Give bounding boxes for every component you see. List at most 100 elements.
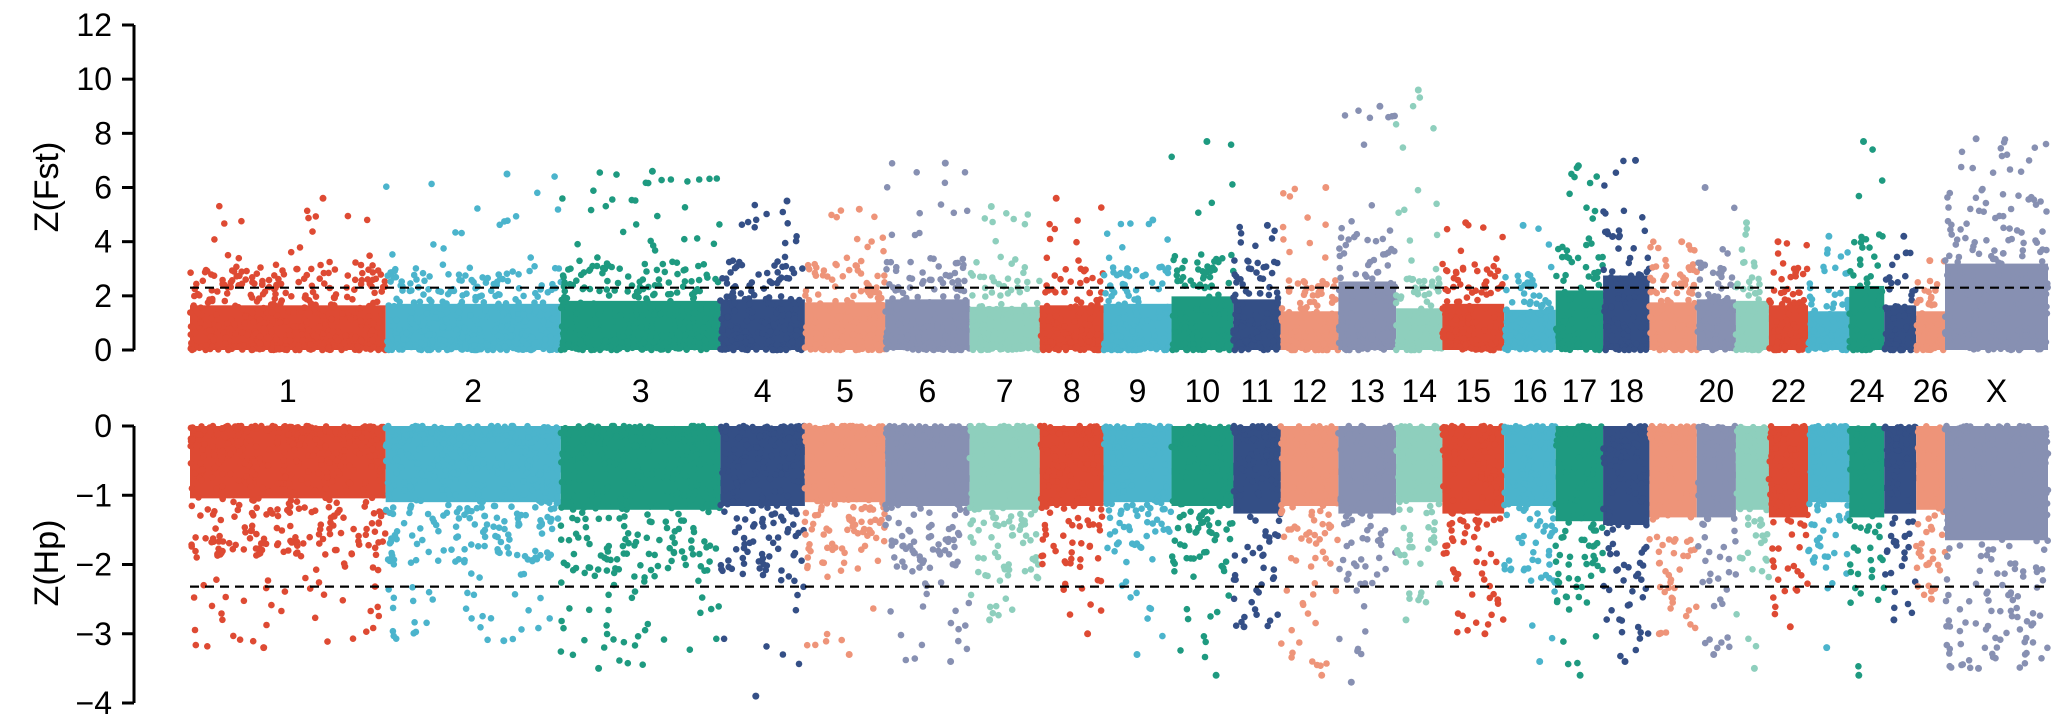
hp-point xyxy=(213,576,220,583)
fst-point xyxy=(1225,305,1233,313)
fst-point xyxy=(557,346,565,354)
hp-point xyxy=(553,424,560,431)
fst-point xyxy=(573,310,580,317)
fst-point xyxy=(2007,300,2014,307)
fst-point xyxy=(356,304,364,312)
fst-point xyxy=(1187,305,1195,313)
fst-point xyxy=(931,310,938,318)
hp-point xyxy=(355,538,362,545)
fst-point xyxy=(349,307,356,314)
fst-point xyxy=(458,229,465,237)
fst-point xyxy=(1682,326,1690,334)
fst-point xyxy=(1117,269,1125,277)
fst-point xyxy=(665,279,673,286)
hp-point xyxy=(263,621,270,629)
fst-point xyxy=(1754,341,1762,348)
fst-point xyxy=(277,280,285,288)
fst-point xyxy=(351,276,359,284)
hp-point xyxy=(236,636,244,643)
hp-point xyxy=(195,494,202,501)
fst-point xyxy=(270,300,277,308)
hp-point xyxy=(393,528,401,535)
fst-point xyxy=(813,335,820,342)
fst-point xyxy=(1336,252,1344,260)
fst-point xyxy=(333,318,341,325)
fst-point xyxy=(532,339,540,346)
fst-point xyxy=(1165,327,1173,334)
fst-point xyxy=(1640,315,1647,323)
hp-point xyxy=(520,478,527,485)
fst-point xyxy=(714,305,721,313)
fst-point xyxy=(387,278,394,285)
fst-point xyxy=(977,337,985,345)
fst-point xyxy=(564,341,572,348)
fst-point xyxy=(1399,144,1407,151)
fst-point xyxy=(1637,272,1645,279)
fst-point xyxy=(1807,320,1814,328)
fst-point xyxy=(1355,107,1362,114)
fst-point xyxy=(2000,342,2007,350)
fst-point xyxy=(1388,245,1395,253)
fst-point xyxy=(781,253,789,261)
fst-point xyxy=(1188,319,1195,327)
fst-point xyxy=(1663,262,1670,270)
fst-point xyxy=(1182,323,1189,331)
hp-point xyxy=(219,447,226,455)
hp-point xyxy=(197,512,204,519)
hp-point xyxy=(457,447,464,455)
hp-point xyxy=(209,443,216,450)
fst-point xyxy=(1561,288,1568,296)
fst-point xyxy=(1499,233,1506,241)
fst-point xyxy=(658,176,665,184)
fst-point xyxy=(890,337,898,344)
fst-point xyxy=(435,346,442,353)
fst-point xyxy=(539,299,547,307)
fst-point xyxy=(824,273,831,280)
fst-point xyxy=(1033,299,1041,307)
fst-point xyxy=(1983,237,1990,244)
hp-point xyxy=(341,447,348,454)
hp-point xyxy=(333,546,340,554)
fst-point xyxy=(1649,316,1657,323)
hp-point xyxy=(273,524,281,532)
fst-point xyxy=(1495,306,1503,313)
fst-point xyxy=(816,300,824,307)
fst-point xyxy=(1103,230,1111,237)
fst-point xyxy=(558,323,566,330)
fst-point xyxy=(587,206,595,214)
fst-point xyxy=(260,304,267,312)
fst-point xyxy=(1218,327,1225,334)
fst-point xyxy=(501,343,509,350)
fst-point xyxy=(1459,264,1467,272)
fst-point xyxy=(731,307,739,315)
fst-point xyxy=(249,278,256,286)
fst-point xyxy=(1756,281,1763,288)
hp-point xyxy=(308,508,316,516)
fst-point xyxy=(1326,316,1334,324)
fst-point xyxy=(737,290,745,297)
fst-point xyxy=(1172,328,1179,336)
hp-point xyxy=(263,427,271,434)
fst-point xyxy=(1109,264,1117,271)
fst-point xyxy=(700,324,708,332)
fst-point xyxy=(825,341,833,349)
fst-point xyxy=(1127,220,1134,227)
fst-point xyxy=(365,266,372,274)
fst-point xyxy=(2037,265,2045,273)
fst-point xyxy=(503,315,511,323)
fst-point xyxy=(1219,254,1226,262)
fst-point xyxy=(853,262,861,270)
fst-point xyxy=(298,331,306,338)
fst-point xyxy=(1726,344,1733,352)
fst-point xyxy=(1364,345,1371,353)
fst-point xyxy=(343,293,351,301)
fst-point xyxy=(1054,330,1061,337)
fst-point xyxy=(1226,310,1234,318)
fst-point xyxy=(1982,199,1990,207)
fst-point xyxy=(837,207,845,214)
fst-point xyxy=(1323,346,1330,354)
fst-point xyxy=(1944,194,1951,201)
hp-point xyxy=(532,547,539,555)
fst-point xyxy=(1455,308,1463,316)
